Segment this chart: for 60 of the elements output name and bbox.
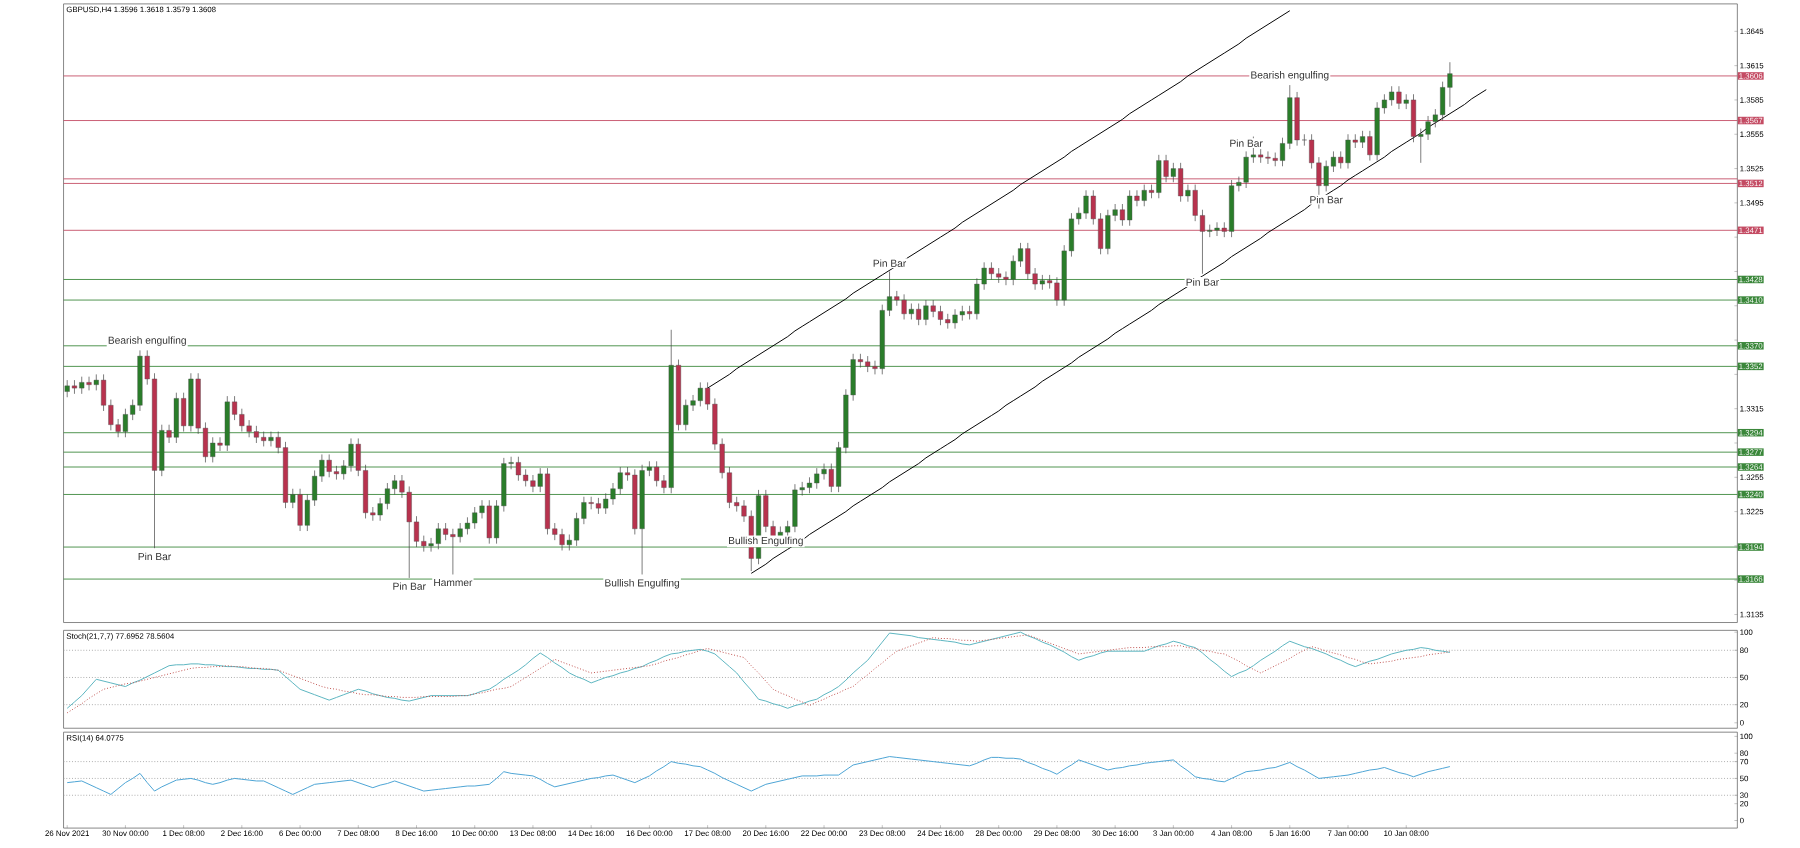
candlestick xyxy=(122,408,128,438)
candlestick xyxy=(595,497,601,515)
candlestick xyxy=(996,267,1002,284)
candlestick xyxy=(450,528,456,575)
candlestick xyxy=(1294,91,1300,147)
candlestick xyxy=(224,395,230,452)
candlestick xyxy=(792,483,798,533)
candlestick xyxy=(1214,222,1220,237)
candlestick xyxy=(261,431,267,447)
candlestick xyxy=(515,456,521,482)
candlestick xyxy=(806,477,813,494)
candlestick xyxy=(1178,162,1184,203)
candlestick xyxy=(1389,86,1395,107)
candlestick xyxy=(1105,209,1111,255)
candlestick xyxy=(239,408,245,433)
candlestick xyxy=(654,461,660,487)
candlestick xyxy=(1229,179,1235,238)
candlestick xyxy=(901,294,907,321)
candlestick xyxy=(1374,102,1380,162)
candlestick xyxy=(908,303,914,321)
candlestick xyxy=(348,438,354,473)
candlestick xyxy=(1243,151,1249,189)
candlestick xyxy=(1156,154,1162,199)
candlestick xyxy=(959,305,965,322)
candlestick xyxy=(1010,255,1016,286)
candlestick xyxy=(246,419,252,438)
candlestick xyxy=(937,305,944,326)
candlestick xyxy=(297,488,303,532)
candlestick xyxy=(71,379,77,395)
candlestick xyxy=(1410,94,1417,143)
candlestick xyxy=(945,313,951,330)
candlestick xyxy=(1323,160,1329,192)
candlestick xyxy=(1083,190,1089,220)
candlestick xyxy=(188,373,194,433)
candlestick xyxy=(435,522,441,550)
candlestick xyxy=(952,309,958,330)
candlestick xyxy=(1447,62,1453,108)
candlestick xyxy=(86,376,92,391)
candlestick xyxy=(559,528,565,551)
candlestick xyxy=(1258,148,1264,164)
candlestick xyxy=(1345,134,1351,170)
candlestick xyxy=(821,463,827,481)
candlestick xyxy=(486,499,492,545)
candlestick xyxy=(472,506,478,530)
candlestick xyxy=(268,431,274,447)
candlestick xyxy=(1119,203,1125,227)
candlestick xyxy=(1425,115,1431,141)
candlestick xyxy=(923,299,929,326)
candlestick xyxy=(697,382,703,407)
candlestick xyxy=(173,392,179,444)
candlestick xyxy=(814,467,820,490)
candlestick xyxy=(1039,274,1045,291)
candlestick xyxy=(1127,190,1133,227)
candlestick xyxy=(326,454,332,478)
candlestick xyxy=(1396,86,1402,110)
candlestick xyxy=(1141,184,1147,207)
candlestick xyxy=(916,303,922,326)
candlestick xyxy=(865,355,871,373)
candlestick xyxy=(1265,151,1271,165)
candlestick xyxy=(530,474,536,493)
